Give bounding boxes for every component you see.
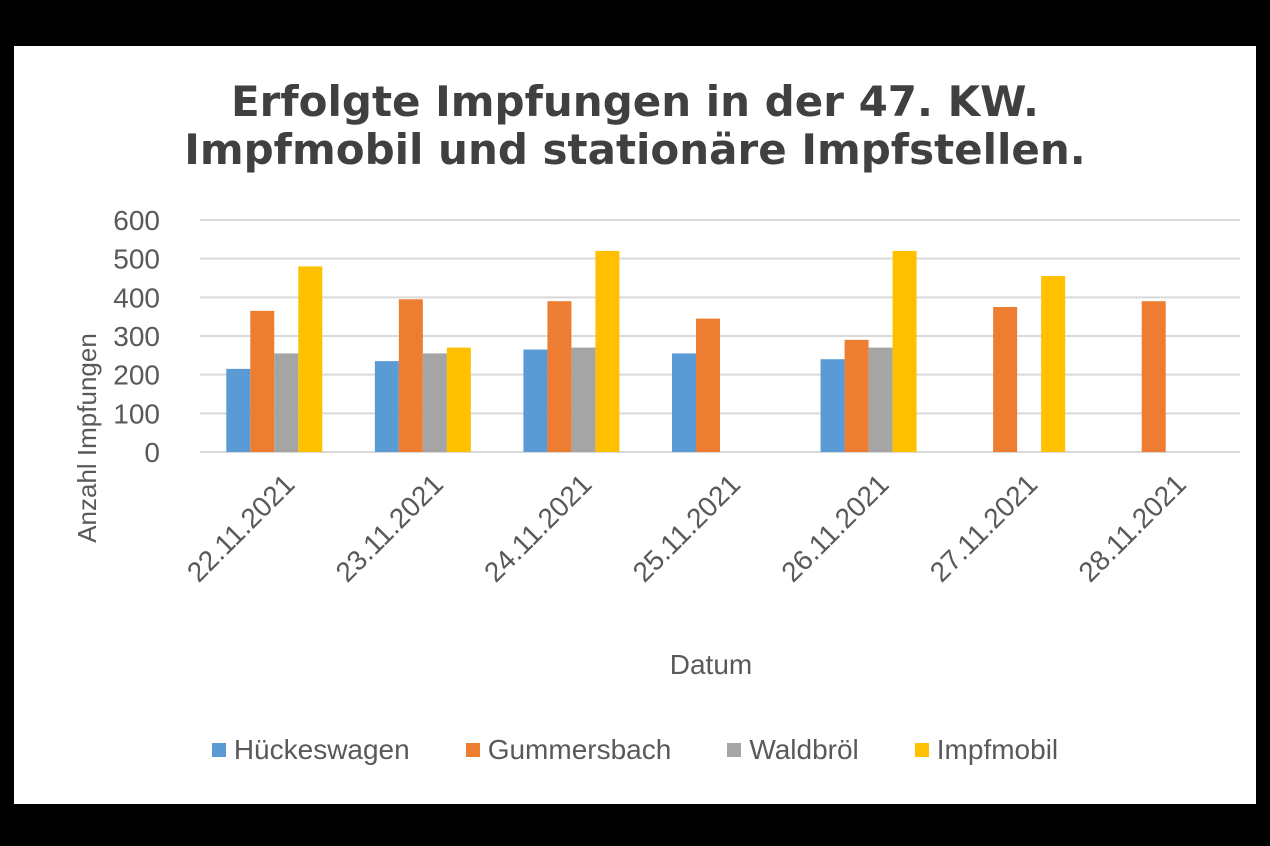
bar-chart: 0 100 200 300 400 500 600 22.11.2021 23.11.2021… xyxy=(72,205,1240,680)
bar-hückeswagen-26.11.2021 xyxy=(820,359,845,452)
legend-label: Hückeswagen xyxy=(233,734,410,765)
bar-hückeswagen-23.11.2021 xyxy=(374,361,399,452)
bars xyxy=(226,250,1166,452)
legend-swatch xyxy=(914,743,929,757)
x-tick-label: 26.11.2021 xyxy=(775,468,895,588)
bar-hückeswagen-22.11.2021 xyxy=(226,368,251,452)
bar-impfmobil-23.11.2021 xyxy=(446,347,471,452)
x-tick-label: 28.11.2021 xyxy=(1072,468,1192,588)
x-tick-label: 22.11.2021 xyxy=(181,468,301,588)
legend-label: Waldbröl xyxy=(749,734,859,765)
legend-item: Hückeswagen xyxy=(211,734,410,766)
chart-card: Erfolgte Impfungen in der 47. KW. Impfmo… xyxy=(14,46,1256,804)
y-tick-label: 300 xyxy=(113,321,160,352)
bar-hückeswagen-24.11.2021 xyxy=(523,349,548,452)
bar-impfmobil-27.11.2021 xyxy=(1041,276,1066,452)
chart-title-line-2: Impfmobil und stationäre Impfstellen. xyxy=(184,125,1086,174)
bar-gummersbach-22.11.2021 xyxy=(250,310,275,452)
chart-title-line-1: Erfolgte Impfungen in der 47. KW. xyxy=(230,77,1039,126)
bar-gummersbach-24.11.2021 xyxy=(547,301,572,452)
bar-gummersbach-25.11.2021 xyxy=(696,318,720,452)
y-tick-label: 600 xyxy=(113,205,160,236)
x-tick-label: 23.11.2021 xyxy=(330,468,450,588)
legend-item: Gummersbach xyxy=(465,734,672,766)
y-tick-label: 200 xyxy=(113,360,160,391)
y-tick-label: 400 xyxy=(113,282,160,313)
bar-gummersbach-28.11.2021 xyxy=(1141,301,1166,452)
bar-waldbröl-26.11.2021 xyxy=(868,347,893,452)
bar-gummersbach-26.11.2021 xyxy=(844,339,869,452)
x-tick-label: 24.11.2021 xyxy=(478,468,598,588)
bar-gummersbach-23.11.2021 xyxy=(398,299,423,452)
bar-waldbröl-23.11.2021 xyxy=(422,353,447,452)
legend-swatch xyxy=(465,743,480,757)
legend-swatch xyxy=(727,743,742,757)
bar-gummersbach-27.11.2021 xyxy=(993,307,1018,452)
y-tick-label: 100 xyxy=(113,398,160,429)
chart-title: Erfolgte Impfungen in der 47. KW. Impfmo… xyxy=(14,78,1256,174)
legend-swatch xyxy=(211,743,226,757)
legend-label: Impfmobil xyxy=(936,734,1059,765)
y-axis-label: Anzahl Impfungen xyxy=(72,333,102,543)
x-tick-label: 27.11.2021 xyxy=(924,468,1044,588)
bar-impfmobil-22.11.2021 xyxy=(298,266,323,452)
legend-item: Impfmobil xyxy=(914,734,1059,766)
bar-impfmobil-26.11.2021 xyxy=(892,250,917,452)
bar-hückeswagen-25.11.2021 xyxy=(672,353,696,452)
y-axis-tick-labels: 0 100 200 300 400 500 600 xyxy=(113,205,160,468)
bar-waldbröl-24.11.2021 xyxy=(571,347,596,452)
x-axis-tick-labels: 22.11.2021 23.11.2021 24.11.2021 25.11.2021… xyxy=(181,468,1192,588)
legend-item: Waldbröl xyxy=(727,734,859,766)
legend-label: Gummersbach xyxy=(487,734,672,765)
x-axis-label: Datum xyxy=(670,649,752,680)
x-tick-label: 25.11.2021 xyxy=(627,468,747,588)
y-tick-label: 0 xyxy=(144,437,160,468)
legend: Hückeswagen Gummersbach Waldbröl Impfmobil xyxy=(14,734,1256,766)
y-tick-label: 500 xyxy=(113,244,160,275)
bar-impfmobil-24.11.2021 xyxy=(595,250,620,452)
bar-waldbröl-22.11.2021 xyxy=(274,353,299,452)
